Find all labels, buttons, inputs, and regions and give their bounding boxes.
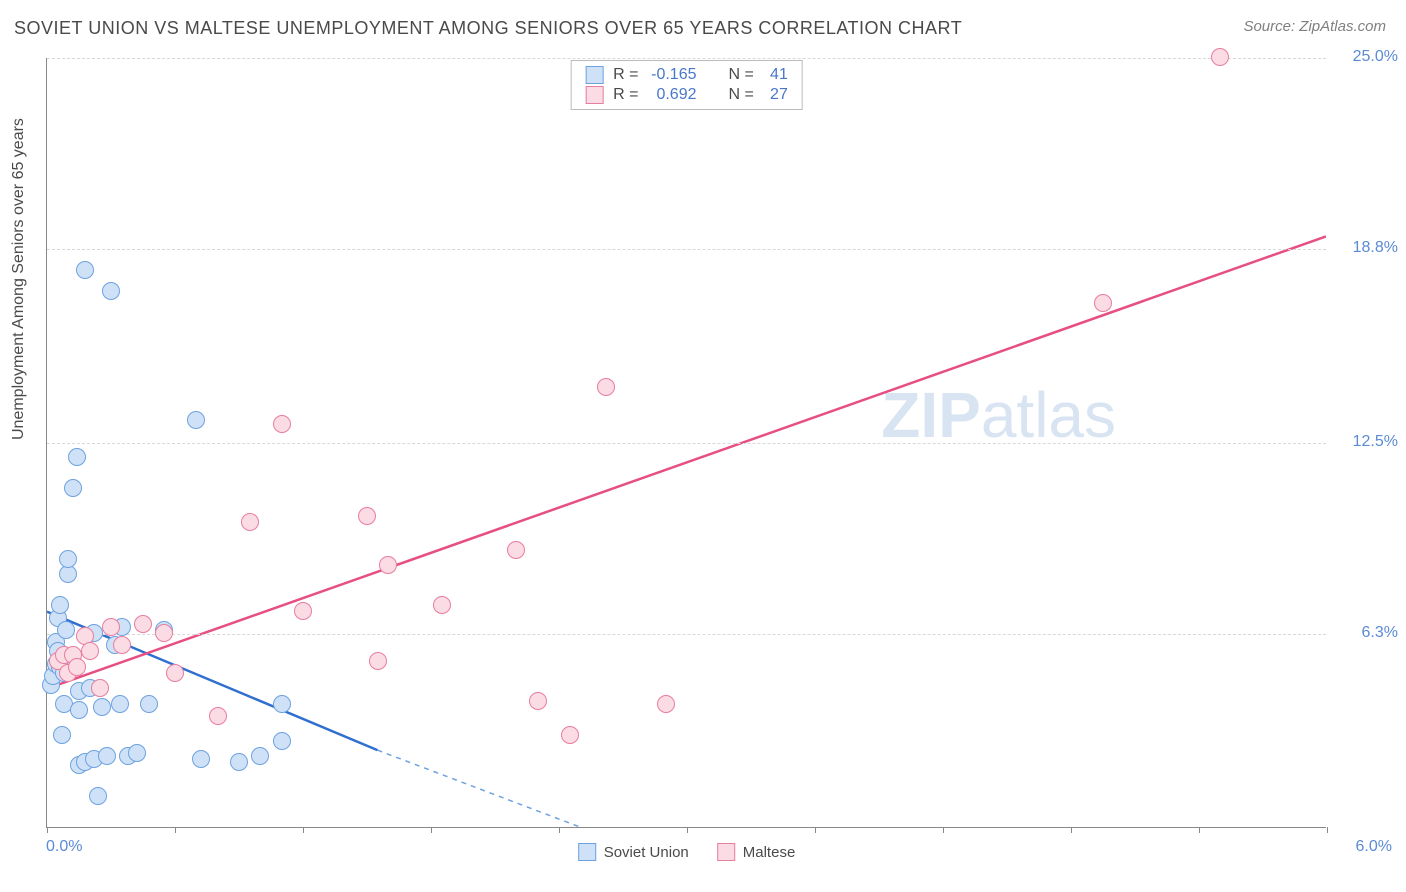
stat-n-value: 27: [764, 86, 788, 104]
data-point: [140, 695, 158, 713]
legend-swatch-icon: [578, 843, 596, 861]
data-point: [187, 411, 205, 429]
data-point: [59, 550, 77, 568]
legend-label: Soviet Union: [604, 844, 689, 861]
data-point: [53, 726, 71, 744]
data-point: [1094, 294, 1112, 312]
stat-n-label: N =: [729, 66, 754, 84]
x-tick: [303, 827, 304, 833]
data-point: [597, 378, 615, 396]
data-point: [1211, 48, 1229, 66]
y-axis-label: Unemployment Among Seniors over 65 years: [10, 118, 28, 440]
legend-item-maltese: Maltese: [717, 843, 796, 861]
legend-swatch-icon: [717, 843, 735, 861]
stat-row: R = -0.165 N = 41: [585, 65, 788, 85]
data-point: [379, 556, 397, 574]
chart-title: SOVIET UNION VS MALTESE UNEMPLOYMENT AMO…: [14, 18, 962, 38]
source-attribution: Source: ZipAtlas.com: [1243, 18, 1386, 35]
data-point: [166, 664, 184, 682]
data-point: [294, 602, 312, 620]
legend-item-soviet: Soviet Union: [578, 843, 689, 861]
x-axis-min-label: 0.0%: [46, 838, 82, 856]
stat-n-value: 41: [764, 66, 788, 84]
data-point: [128, 744, 146, 762]
x-tick: [175, 827, 176, 833]
legend: Soviet Union Maltese: [578, 843, 796, 861]
correlation-stats-box: R = -0.165 N = 41 R = 0.692 N = 27: [570, 60, 803, 110]
data-point: [209, 707, 227, 725]
gridline: [47, 58, 1326, 59]
data-point: [241, 513, 259, 531]
stat-swatch-icon: [585, 66, 603, 84]
y-tick-label: 18.8%: [1338, 239, 1398, 257]
stat-r-value: 0.692: [649, 86, 697, 104]
data-point: [68, 448, 86, 466]
x-tick: [815, 827, 816, 833]
data-point: [273, 415, 291, 433]
data-point: [59, 565, 77, 583]
data-point: [51, 596, 69, 614]
data-point: [369, 652, 387, 670]
data-point: [529, 692, 547, 710]
data-point: [111, 695, 129, 713]
data-point: [98, 747, 116, 765]
chart-header: SOVIET UNION VS MALTESE UNEMPLOYMENT AMO…: [14, 18, 1392, 48]
stat-row: R = 0.692 N = 27: [585, 85, 788, 105]
data-point: [57, 621, 75, 639]
data-point: [561, 726, 579, 744]
data-point: [76, 261, 94, 279]
data-point: [64, 479, 82, 497]
data-point: [102, 282, 120, 300]
data-point: [251, 747, 269, 765]
plot-area: ZIPatlas R =-0.165N =41R =0.692N =27 Sov…: [46, 58, 1326, 828]
data-point: [70, 701, 88, 719]
x-axis-max-label: 6.0%: [1356, 838, 1392, 856]
data-point: [93, 698, 111, 716]
trend-line-extrapolated: [377, 750, 580, 827]
data-point: [230, 753, 248, 771]
trend-line: [47, 236, 1326, 688]
stat-n-label: N =: [729, 86, 754, 104]
data-point: [657, 695, 675, 713]
data-point: [358, 507, 376, 525]
x-tick: [559, 827, 560, 833]
x-tick: [1199, 827, 1200, 833]
x-tick: [1327, 827, 1328, 833]
stat-r-label: R =: [613, 86, 638, 104]
x-tick: [1071, 827, 1072, 833]
data-point: [433, 596, 451, 614]
stat-swatch-icon: [585, 86, 603, 104]
data-point: [273, 695, 291, 713]
stat-r-label: R =: [613, 66, 638, 84]
gridline: [47, 443, 1326, 444]
x-tick: [687, 827, 688, 833]
data-point: [68, 658, 86, 676]
data-point: [273, 732, 291, 750]
legend-label: Maltese: [743, 844, 796, 861]
stat-r-value: -0.165: [649, 66, 697, 84]
data-point: [81, 642, 99, 660]
data-point: [89, 787, 107, 805]
y-tick-label: 12.5%: [1338, 433, 1398, 451]
data-point: [134, 615, 152, 633]
y-tick-label: 25.0%: [1338, 48, 1398, 66]
x-tick: [943, 827, 944, 833]
gridline: [47, 634, 1326, 635]
x-tick: [47, 827, 48, 833]
data-point: [91, 679, 109, 697]
x-tick: [431, 827, 432, 833]
data-point: [102, 618, 120, 636]
data-point: [113, 636, 131, 654]
y-tick-label: 6.3%: [1338, 624, 1398, 642]
gridline: [47, 249, 1326, 250]
data-point: [155, 624, 173, 642]
data-point: [507, 541, 525, 559]
data-point: [192, 750, 210, 768]
watermark: ZIPatlas: [881, 378, 1116, 452]
